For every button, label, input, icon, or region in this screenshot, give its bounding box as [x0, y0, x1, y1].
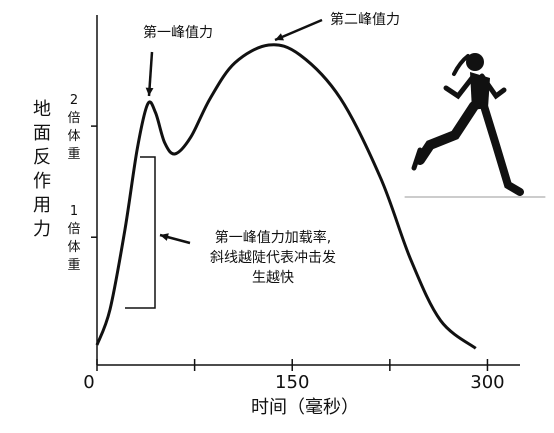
annotation: 第一峰值力 — [143, 24, 213, 41]
force-curve — [95, 43, 477, 350]
x-tick-label: 0 — [83, 372, 94, 393]
arrow-head — [275, 33, 284, 41]
annotation: 第二峰值力 — [330, 11, 400, 28]
bracket — [125, 156, 156, 309]
x-tick-label: 150 — [275, 372, 309, 393]
runner — [404, 53, 546, 198]
annotation: 第一峰值力加载率, — [215, 229, 331, 246]
y-tick-label: 1 倍体重 — [67, 204, 80, 273]
y-axis-label: 地面反作用力 — [33, 99, 51, 240]
annotation: 斜线越陡代表冲击发 — [210, 250, 336, 266]
annotation: 生越快 — [252, 270, 294, 286]
arrow-head — [145, 87, 154, 96]
arrow — [274, 18, 323, 42]
y-tick-label: 2 倍体重 — [67, 93, 80, 162]
x-axis-label: 时间（毫秒） — [251, 397, 359, 418]
x-tick-label: 300 — [470, 372, 504, 393]
arrow-head — [160, 233, 169, 241]
